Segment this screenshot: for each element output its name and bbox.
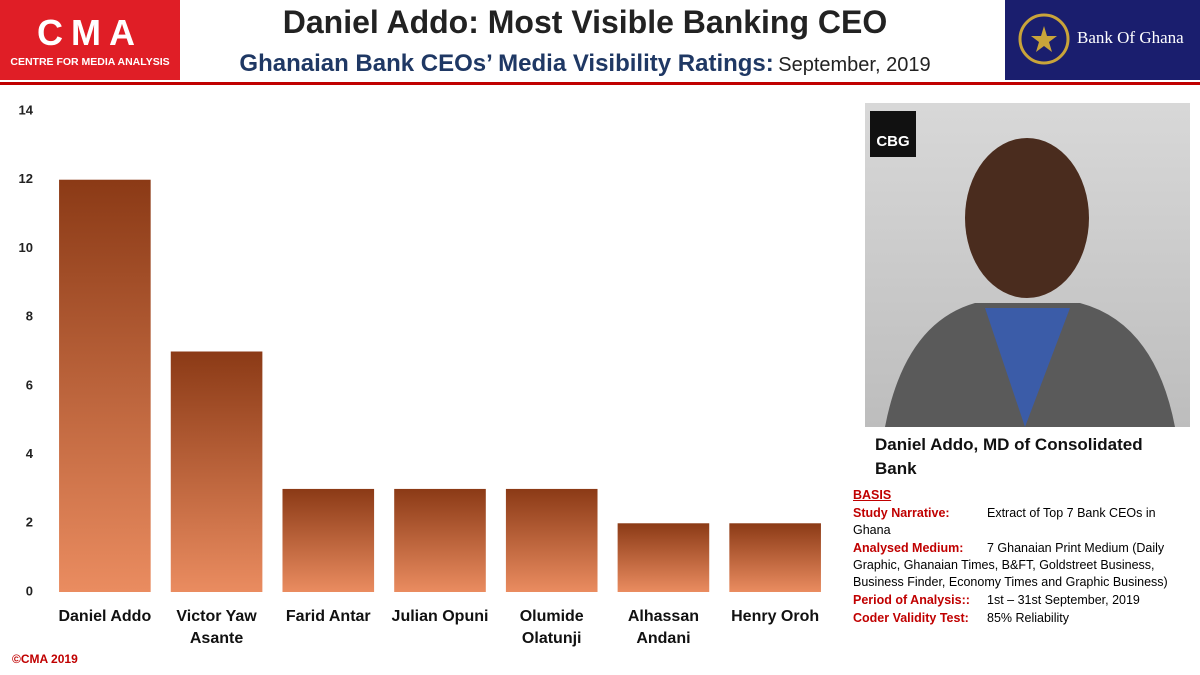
photo: CBG (865, 103, 1190, 427)
bar (394, 488, 486, 592)
chart-title: Daniel Addo: Most Visible Banking CEO (282, 4, 888, 40)
basis-text: 1st – 31st September, 2019 (987, 593, 1140, 607)
basis-text: Extract of Top 7 Bank CEOs in Ghana (853, 506, 1156, 537)
y-tick-label: 2 (26, 515, 33, 530)
x-tick-label: Daniel Addo (58, 608, 152, 625)
photo-logo: CBG (870, 111, 916, 157)
y-tick-label: 14 (19, 102, 34, 117)
x-tick-label: Victor Yaw Asante (176, 608, 257, 647)
basis-heading: BASIS (853, 488, 892, 502)
bar (59, 179, 151, 592)
logo-text: CMA (37, 12, 143, 53)
basis-text: 85% Reliability (987, 611, 1069, 625)
basis-label: Analysed Medium: (853, 541, 964, 555)
x-tick-label: Alhassan Andani (627, 608, 699, 647)
basis-label: Period of Analysis:: (853, 593, 970, 607)
basis-item: Study Narrative: Extract of Top 7 Bank CE… (853, 505, 1193, 539)
y-tick-label: 4 (26, 446, 34, 461)
x-tick-label: Olumide Olatunji (519, 608, 584, 647)
basis-item: Period of Analysis:: 1st – 31st September… (853, 592, 1193, 609)
partner-name: Bank Of Ghana (1077, 28, 1184, 47)
cma-logo: CMA CENTRE FOR MEDIA ANALYSIS (0, 0, 180, 80)
x-tick-label: Farid Antar (285, 608, 371, 625)
seal (1018, 13, 1070, 65)
header-rule (0, 82, 1200, 85)
basis: BASIS Study Narrative: Extract of Top 7 B… (853, 487, 1193, 627)
chart: 0 2 4 6 8 10 12 14 (19, 102, 821, 598)
y-tick-label: 0 (26, 583, 33, 598)
y-tick-label: 6 (26, 377, 33, 392)
footer: ©CMA 2019 (12, 652, 78, 666)
basis-text: 7 Ghanaian Print Medium (Daily Graphic, … (853, 541, 1168, 589)
bar (170, 351, 263, 592)
basis-label: Study Narrative: (853, 506, 950, 520)
bar (729, 523, 821, 592)
basis-label: Coder Validity Test: (853, 611, 969, 625)
bar (505, 488, 598, 592)
bar (282, 488, 375, 592)
x-tick-label: Henry Oroh (731, 608, 820, 625)
y-tick-label: 8 (26, 309, 33, 324)
subtitle-date: September, 2019 (778, 54, 931, 76)
y-tick-label: 12 (19, 171, 33, 186)
bar (617, 523, 710, 592)
basis-item: Analysed Medium: 7 Ghanaian Print Medium … (853, 540, 1193, 591)
basis-item: Coder Validity Test: 85% Reliability (853, 610, 1193, 627)
photo-caption: Daniel Addo, MD of Consolidated Bank (875, 435, 1143, 478)
partner-logo: Bank Of Ghana (1005, 0, 1200, 80)
subtitle-row: Ghanaian Bank CEOs’ Media Visibility Rat… (190, 50, 980, 78)
subtitle: Ghanaian Bank CEOs’ Media Visibility Rat… (239, 50, 774, 77)
y-tick-label: 10 (19, 240, 33, 255)
x-tick-label: Julian Opuni (391, 608, 489, 625)
photo-figure (885, 138, 1175, 427)
logo-subtext: CENTRE FOR MEDIA ANALYSIS (10, 56, 170, 68)
